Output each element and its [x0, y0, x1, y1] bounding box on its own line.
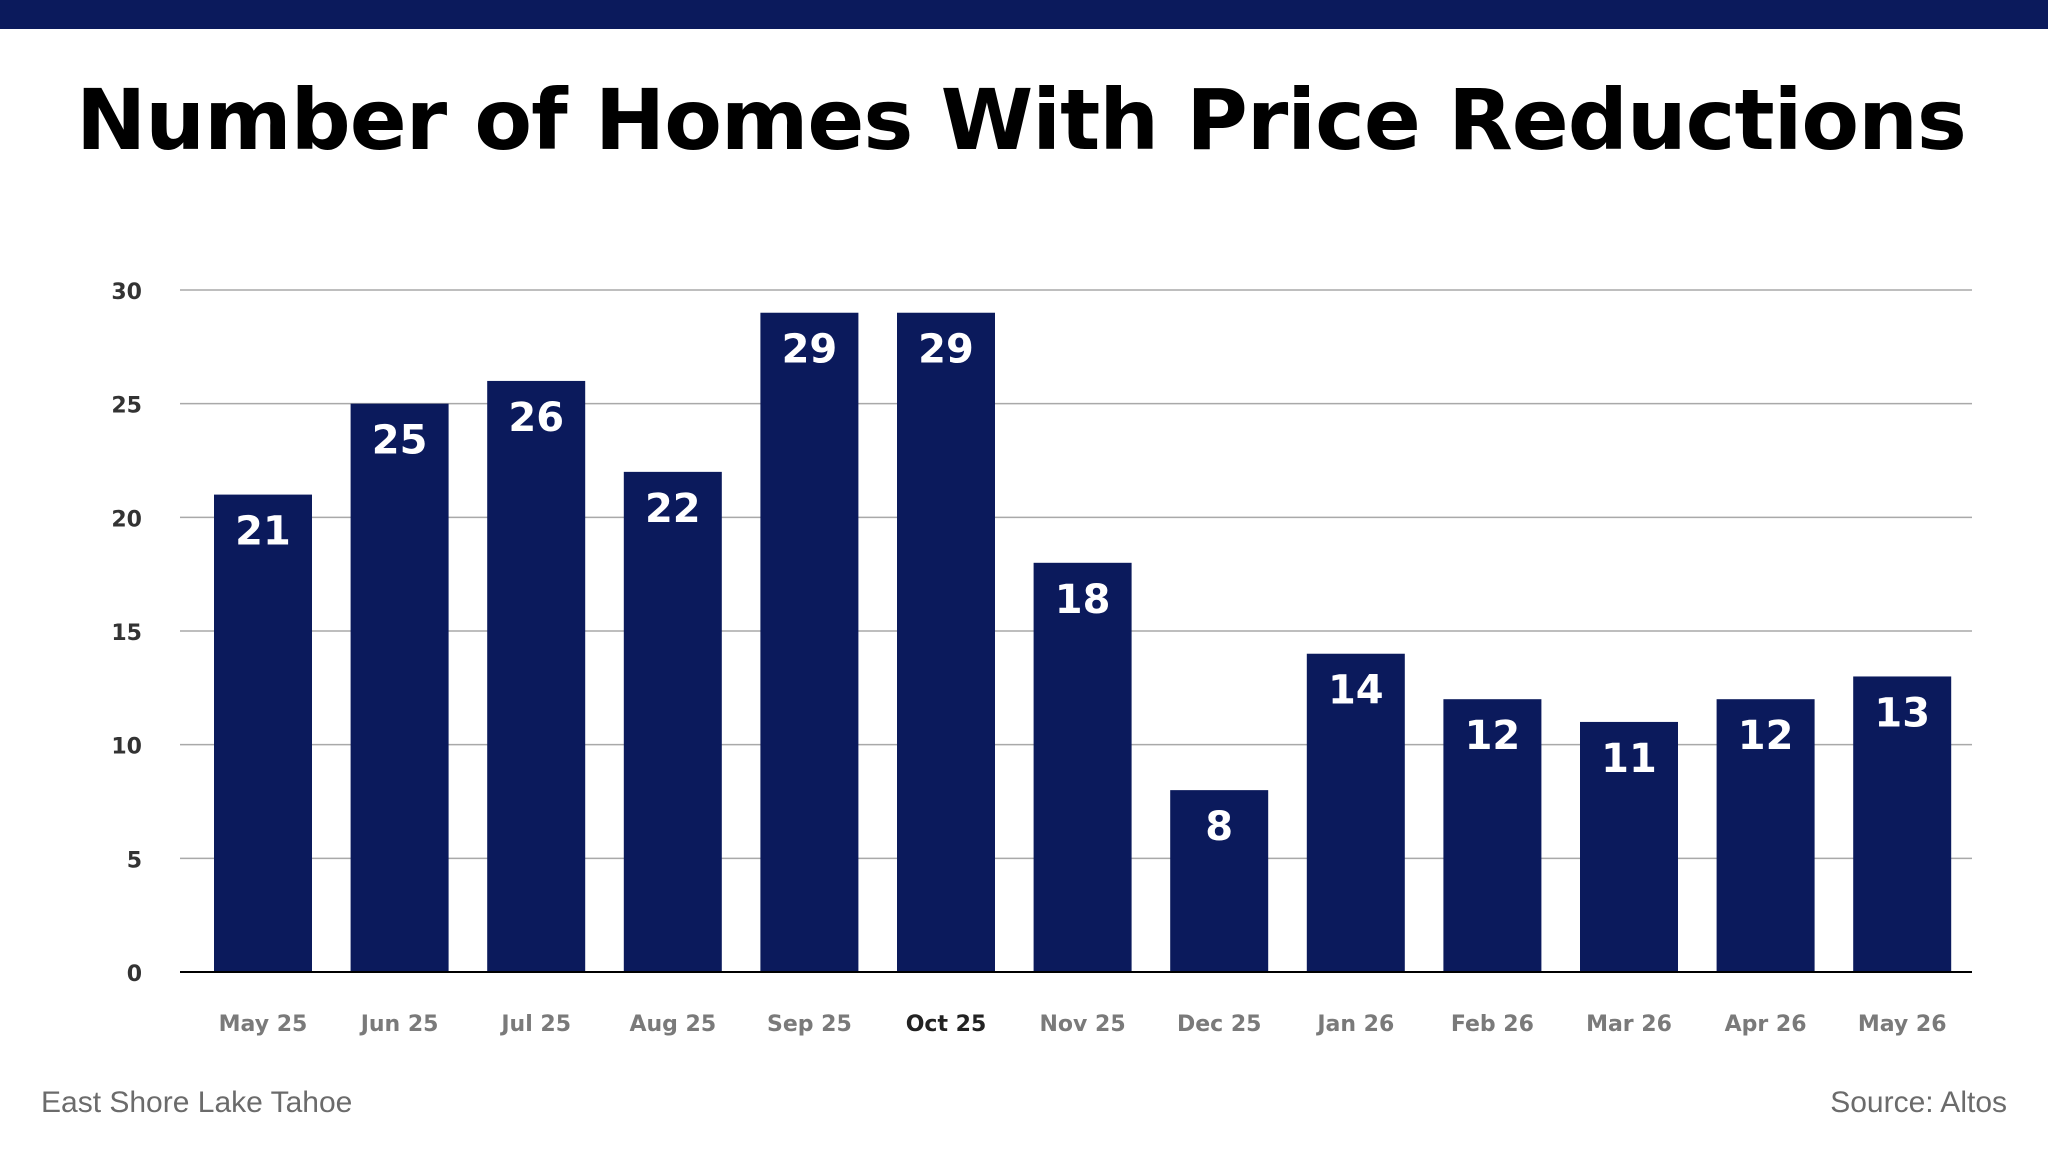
bar [1306, 653, 1405, 972]
top-accent-bar [0, 0, 2048, 29]
x-tick-label: May 25 [219, 1012, 308, 1037]
bar [623, 471, 722, 972]
bar-value-label: 21 [235, 509, 291, 555]
x-tick-label: Dec 25 [1177, 1012, 1262, 1037]
chart-title: Number of Homes With Price Reductions [76, 71, 1967, 169]
bar [897, 312, 995, 972]
bar-value-label: 25 [372, 418, 428, 464]
y-tick-label: 5 [127, 848, 142, 873]
y-tick-label: 30 [111, 280, 142, 305]
x-tick-label: Jun 25 [359, 1012, 439, 1037]
y-tick-label: 20 [111, 507, 142, 532]
x-tick-label: Sep 25 [767, 1012, 852, 1037]
bar-value-label: 12 [1465, 713, 1521, 759]
bar [214, 494, 312, 972]
bar [760, 312, 859, 972]
bar-value-label: 22 [645, 486, 701, 532]
bar-value-label: 12 [1738, 713, 1794, 759]
region-label: East Shore Lake Tahoe [41, 1086, 353, 1119]
bar [1580, 721, 1678, 972]
bar-value-label: 8 [1205, 804, 1233, 850]
bar [1033, 562, 1132, 972]
y-tick-label: 15 [111, 621, 142, 646]
y-tick-label: 0 [127, 962, 142, 987]
source-label: Source: Altos [1830, 1086, 2007, 1119]
bar [350, 403, 449, 973]
axes: 0 5 10 15 20 25 30 May 25 Jun 25 Jul 25 Aug 25 Sep … [111, 280, 1972, 1037]
y-tick-label: 10 [111, 735, 142, 760]
bar-value-label: 18 [1055, 577, 1111, 623]
x-tick-label: Mar 26 [1586, 1012, 1672, 1037]
x-tick-label: May 26 [1858, 1012, 1947, 1037]
bar [1853, 676, 1952, 972]
x-tick-label: Apr 26 [1725, 1012, 1807, 1037]
bar [1443, 699, 1542, 972]
x-tick-label: Aug 25 [629, 1012, 716, 1037]
bar-value-label: 26 [508, 395, 564, 441]
x-tick-label: Feb 26 [1451, 1012, 1534, 1037]
y-tick-label: 25 [111, 394, 142, 419]
bar [1170, 790, 1269, 972]
bars: 21 25 26 22 29 29 18 8 14 12 11 12 13 [214, 312, 1952, 973]
x-tick-label: Nov 25 [1040, 1012, 1126, 1037]
bar-value-label: 29 [782, 327, 838, 373]
x-tick-label: Jul 25 [499, 1012, 571, 1037]
bar [487, 380, 586, 972]
bar-value-label: 14 [1328, 668, 1384, 714]
x-tick-label: Oct 25 [906, 1012, 987, 1037]
bar-value-label: 13 [1874, 690, 1930, 736]
bar-value-label: 11 [1601, 736, 1657, 782]
x-tick-label: Jan 26 [1315, 1012, 1394, 1037]
bar-value-label: 29 [918, 327, 974, 373]
bar [1716, 699, 1815, 972]
